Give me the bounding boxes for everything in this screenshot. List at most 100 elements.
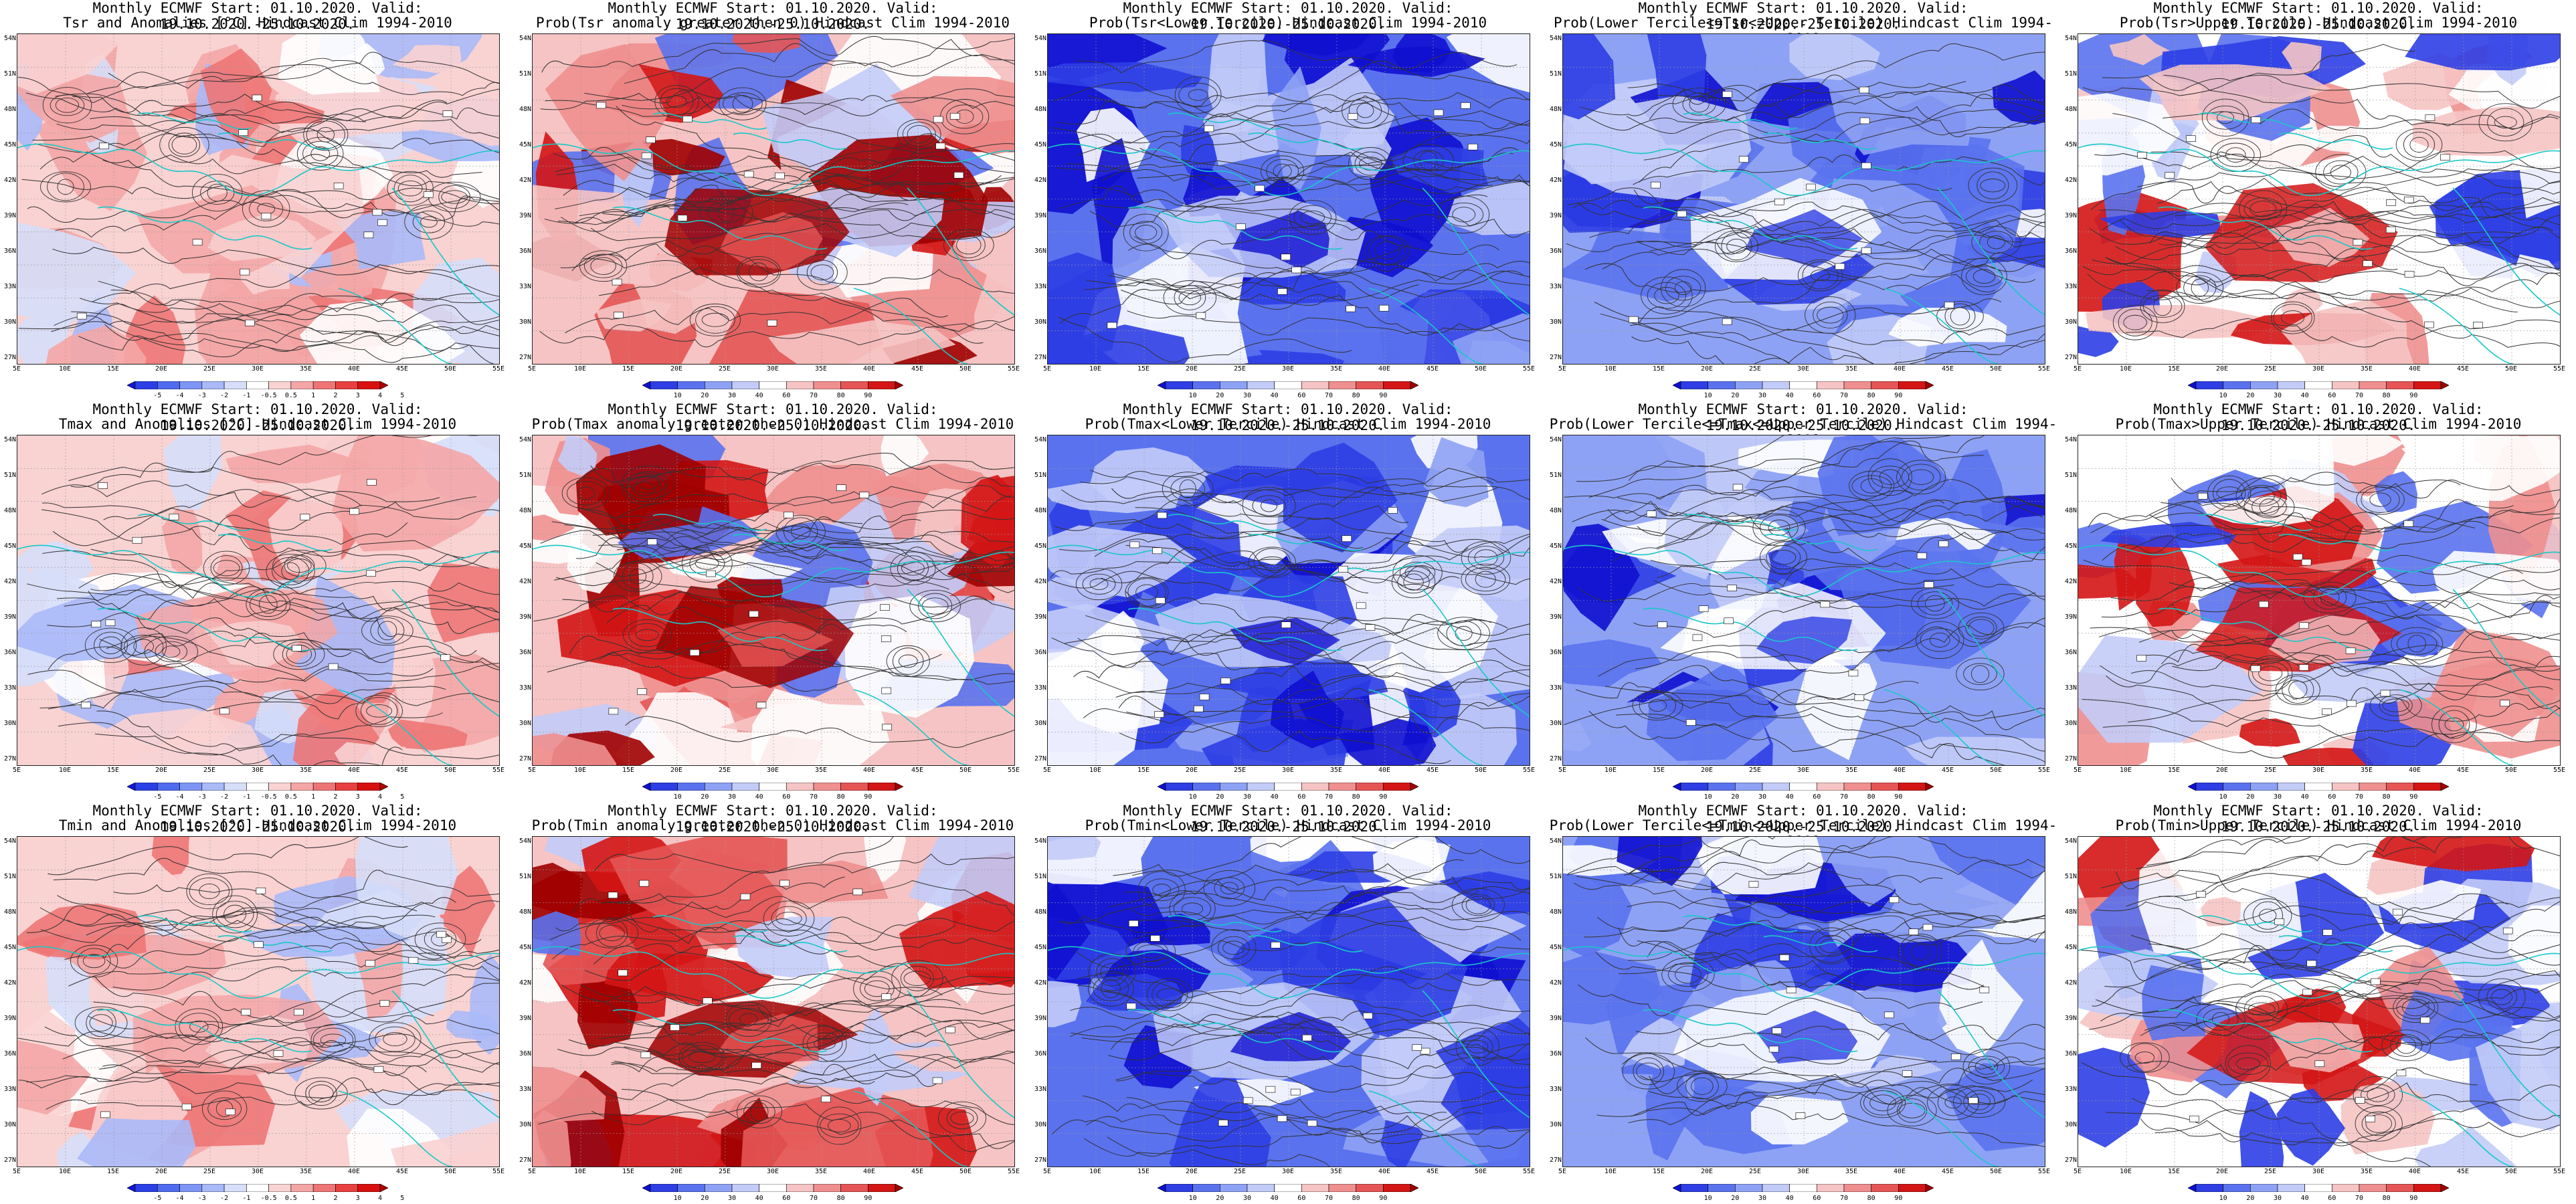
contour-ring (1860, 478, 1883, 494)
panel-title: Monthly ECMWF Start: 01.10.2020. Valid: … (608, 401, 938, 433)
station-marker (256, 887, 266, 894)
colorbar-tick-label: 40 (1270, 793, 1279, 801)
latitude-label: 36N (3, 1050, 16, 1058)
longitude-label: 25E (203, 1168, 216, 1175)
longitude-label: 30E (251, 767, 264, 774)
contour-line (1050, 127, 1530, 187)
contour-ring (897, 555, 929, 582)
colorbar-tick-label: 20 (2246, 1195, 2255, 1202)
contour-ring (1958, 612, 2005, 643)
longitude-label: 50E (959, 1168, 972, 1175)
contour-ring (355, 694, 403, 727)
contour-ring (2431, 706, 2477, 743)
contour-ring (2323, 160, 2359, 185)
contour-line (2096, 970, 2560, 1020)
latitude-label: 30N (3, 720, 16, 727)
contour-line (1647, 929, 2045, 969)
station-marker (751, 1062, 761, 1069)
contour-ring (1715, 230, 1758, 262)
contour-line (1086, 1098, 1506, 1126)
contour-line (2090, 627, 2560, 710)
contour-ring (951, 231, 986, 258)
contour-ring (1805, 296, 1856, 334)
colorbar-segment (705, 783, 733, 791)
colorbar (1158, 381, 1418, 389)
contour-line (1050, 536, 1530, 592)
longitude-label: 10E (1604, 767, 1617, 774)
contour-line (58, 722, 403, 765)
contour-ring (1293, 205, 1331, 230)
longitude-label: 10E (1604, 1168, 1617, 1175)
colorbar-segment (731, 783, 759, 791)
map-panel: Monthly ECMWF Start: 01.10.2020. Valid: … (1546, 401, 2061, 803)
panel-title: Monthly ECMWF Start: 01.10.2020. Valid: … (608, 803, 938, 835)
latitude-label: 39N (1549, 212, 1562, 219)
contour-line (1126, 688, 1530, 724)
station-marker (1265, 1086, 1276, 1093)
contour-ring (212, 895, 258, 934)
colorbar-segment (1328, 381, 1356, 389)
contour-line (1058, 879, 1530, 923)
station-marker (1307, 1120, 1317, 1127)
station-marker (608, 892, 618, 899)
station-marker (1646, 510, 1657, 518)
colorbar (2188, 1184, 2449, 1192)
contour-line (48, 680, 499, 710)
contour-line (1057, 92, 1530, 125)
longitude-label: 40E (347, 767, 361, 774)
coastline (612, 1009, 828, 1053)
field-shade (2282, 41, 2322, 74)
station-marker (1433, 109, 1444, 116)
longitude-label: 40E (1378, 365, 1391, 373)
latitude-label: 27N (3, 755, 16, 763)
contour-line (41, 480, 440, 502)
contour-line (1086, 660, 1530, 705)
contour-line (1566, 837, 1894, 890)
contour-ring (1972, 269, 1996, 284)
field-shade (391, 1121, 499, 1167)
colorbar-arrow-right (895, 783, 903, 791)
longitude-label: 35E (2360, 1168, 2373, 1175)
contour-ring (886, 645, 930, 678)
coastline (612, 607, 828, 651)
contour-ring (1364, 235, 1410, 266)
map-canvas (17, 34, 499, 364)
coastline (1683, 112, 1798, 130)
contour-ring (2176, 272, 2224, 304)
station-marker (300, 514, 310, 520)
latitude-label: 45N (519, 542, 531, 550)
latitude-label: 54N (2064, 35, 2077, 42)
field-shade (533, 911, 581, 956)
contour-line (2135, 837, 2427, 870)
station-marker (852, 888, 863, 896)
station-marker (273, 1050, 284, 1057)
contour-ring (860, 976, 895, 1001)
contour-ring (1668, 962, 1708, 987)
map-panel: Monthly ECMWF Start: 01.10.2020. Valid: … (515, 803, 1030, 1204)
colorbar-arrow-left (127, 783, 136, 791)
contour-ring (175, 1008, 223, 1045)
colorbar-segment (2359, 381, 2387, 389)
contour-ring (1451, 888, 1505, 922)
colorbar-segment (1708, 783, 1736, 791)
contour-ring (654, 85, 699, 118)
station-marker (1379, 304, 1389, 312)
panel-subtitle: Prob(Tsr>Upper Tercile) Hindcast Clim 19… (2119, 15, 2518, 31)
field-shade (2136, 534, 2195, 627)
map-area (532, 33, 1015, 365)
latitude-label: 45N (1549, 141, 1562, 148)
contour-ring (375, 1026, 416, 1052)
contour-ring (1178, 82, 1218, 108)
station-marker (767, 320, 777, 326)
colorbar-tick-label: 40 (755, 793, 763, 801)
colorbar-tick-label: 70 (809, 392, 818, 399)
panel-subtitle: Tmin and Anomalies [°C] Hindcast Clim 19… (58, 817, 457, 833)
contour-line (563, 173, 1002, 198)
field-shade (2078, 1047, 2150, 1148)
field-shade (1262, 34, 1370, 56)
colorbar-tick-label: 3 (355, 793, 360, 801)
latitude-label: 30N (519, 318, 531, 326)
contour-ring (159, 126, 209, 163)
field-shade (17, 222, 136, 326)
colorbar-tick-label: 10 (1704, 392, 1712, 399)
